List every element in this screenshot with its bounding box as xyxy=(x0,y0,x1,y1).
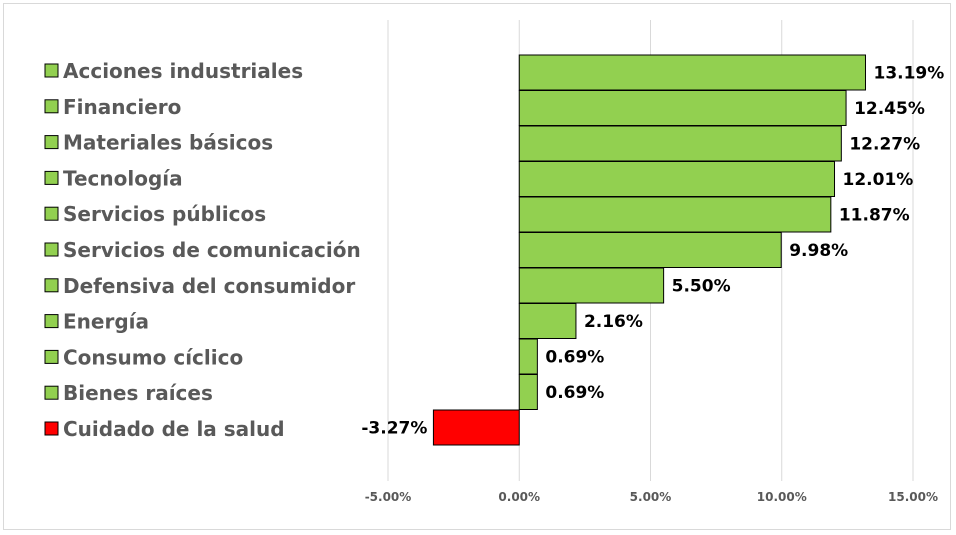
legend-label: Bienes raíces xyxy=(63,381,213,405)
bar xyxy=(518,90,847,126)
bar xyxy=(518,338,538,375)
x-axis-ticks: -5.00% 0.00% 5.00% 10.00% 15.00% xyxy=(365,490,938,504)
legend-swatch xyxy=(44,349,59,364)
data-label: 0.69% xyxy=(545,348,604,368)
data-label: 2.16% xyxy=(584,312,643,332)
legend-label: Defensiva del consumidor xyxy=(63,274,355,298)
legend-swatch xyxy=(44,135,59,150)
legend-swatch xyxy=(44,63,59,78)
legend-swatch xyxy=(44,278,59,293)
data-label: 12.27% xyxy=(849,135,920,155)
legend-swatch xyxy=(44,99,59,114)
legend-label: Acciones industriales xyxy=(63,59,303,83)
data-label: -3.27% xyxy=(361,419,427,439)
data-labels: 13.19% 12.45% 12.27% 12.01% 11.87% 9.98% 5.50%… xyxy=(361,64,944,439)
bar xyxy=(518,267,665,304)
data-label: 12.45% xyxy=(854,99,925,119)
bar xyxy=(518,161,836,197)
legend-label: Financiero xyxy=(63,95,181,119)
legend-label: Energía xyxy=(63,310,149,334)
legend-label: Materiales básicos xyxy=(63,131,273,155)
legend-label: Servicios de comunicación xyxy=(63,238,361,262)
bar xyxy=(518,196,832,233)
x-tick-label: 15.00% xyxy=(888,490,938,504)
data-label: 5.50% xyxy=(672,277,731,297)
legend-swatch xyxy=(44,170,59,185)
legend-swatch xyxy=(44,314,59,329)
data-label: 11.87% xyxy=(839,206,910,226)
data-label: 12.01% xyxy=(843,170,914,190)
data-label: 9.98% xyxy=(789,241,848,261)
legend: Acciones industriales Financiero Materiale… xyxy=(44,59,361,441)
legend-label: Cuidado de la salud xyxy=(63,417,285,441)
legend-swatch xyxy=(44,385,59,400)
x-tick-label: 0.00% xyxy=(498,490,540,504)
legend-label: Consumo cíclico xyxy=(63,345,243,369)
bar xyxy=(518,303,577,339)
data-label: 0.69% xyxy=(545,383,604,403)
bar xyxy=(518,232,782,268)
legend-swatch xyxy=(44,242,59,257)
x-tick-label: 5.00% xyxy=(630,490,672,504)
x-tick-label: -5.00% xyxy=(365,490,412,504)
legend-label: Tecnología xyxy=(63,166,183,190)
legend-label: Servicios públicos xyxy=(63,202,266,226)
bar xyxy=(518,374,538,410)
legend-swatch xyxy=(44,421,59,436)
data-label: 13.19% xyxy=(873,64,944,84)
bar xyxy=(518,54,866,91)
bars xyxy=(432,54,866,446)
legend-swatch xyxy=(44,206,59,221)
bar xyxy=(518,125,842,162)
bar xyxy=(432,409,520,446)
x-tick-label: 10.00% xyxy=(757,490,807,504)
